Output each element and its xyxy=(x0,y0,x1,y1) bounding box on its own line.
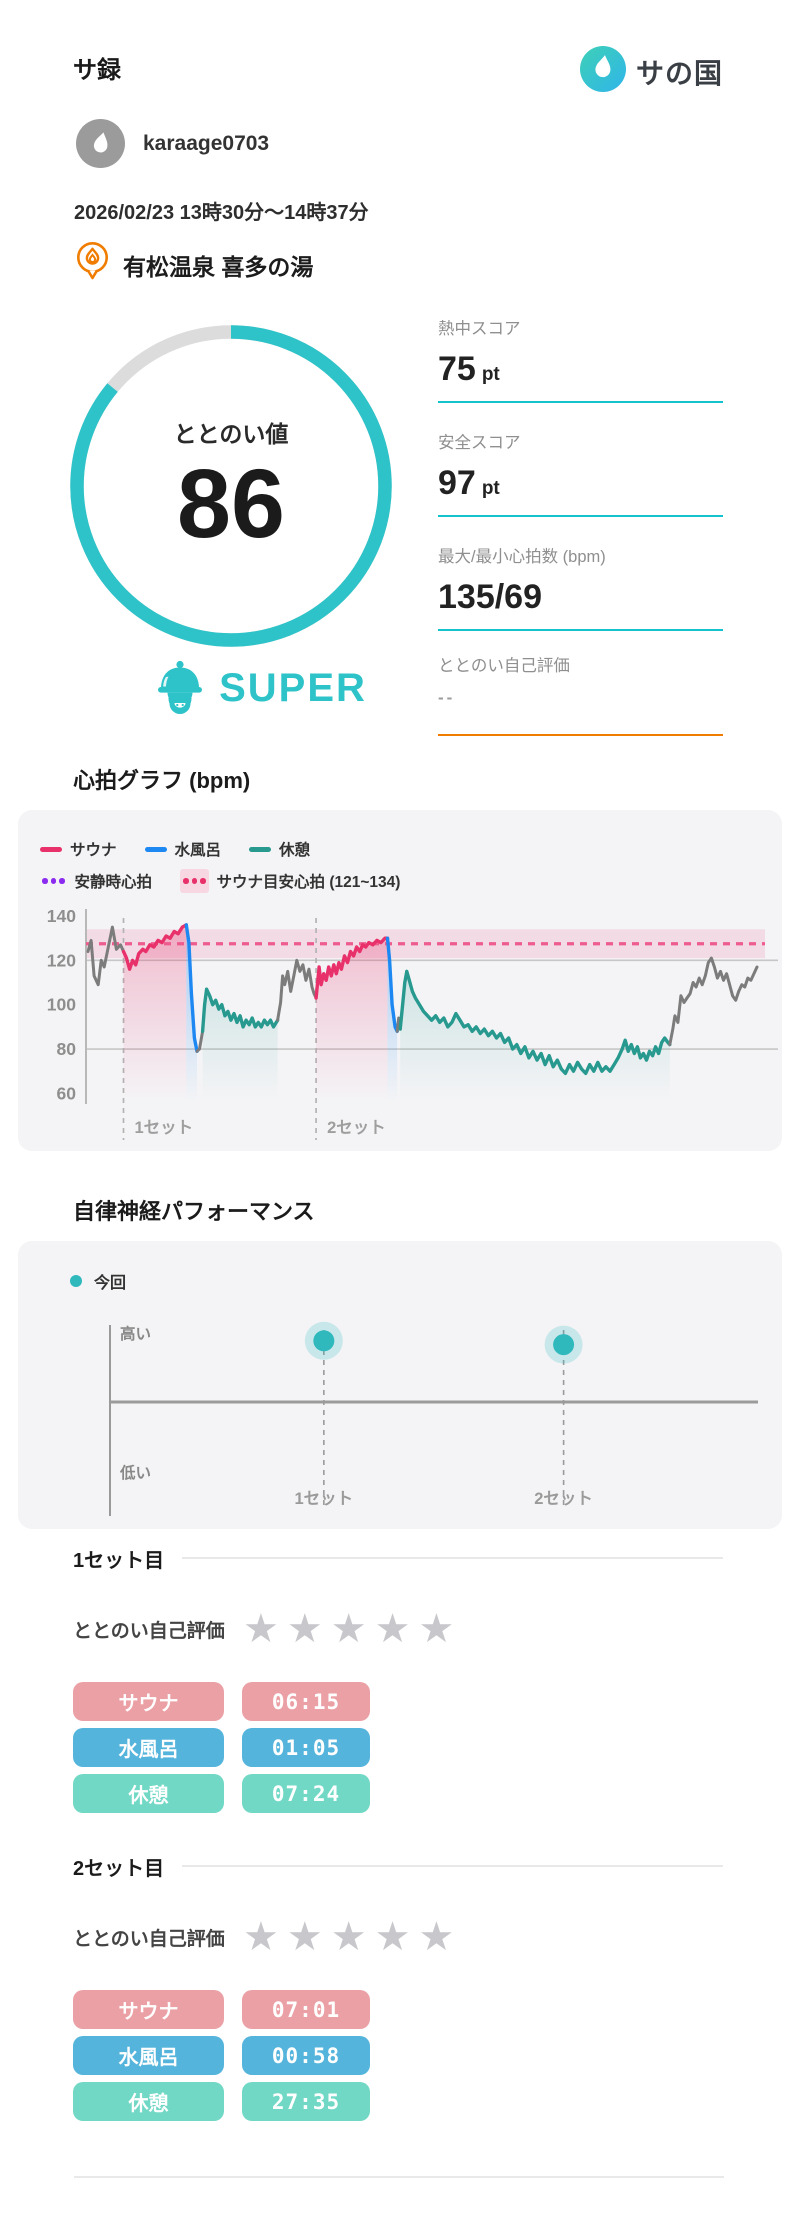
stat-value: 97 xyxy=(438,464,476,502)
phase-label-pill: 休憩 xyxy=(73,1774,224,1813)
user-row[interactable]: karaage0703 xyxy=(76,119,269,168)
svg-text:60: 60 xyxy=(57,1083,77,1103)
svg-text:低い: 低い xyxy=(119,1463,151,1482)
legend-label: サウナ xyxy=(70,842,117,859)
svg-text:1セット: 1セット xyxy=(294,1490,353,1508)
phase-time-pill: 27:35 xyxy=(242,2082,370,2121)
phase-label-pill: サウナ xyxy=(73,1682,224,1721)
gauge-value: 86 xyxy=(177,449,285,558)
water-drop-logo-icon xyxy=(579,46,626,97)
bottom-divider xyxy=(74,2176,724,2178)
phase-time-row: 休憩 27:35 xyxy=(73,2082,723,2121)
user-name: karaage0703 xyxy=(143,131,270,155)
legend-dots-swatch-icon xyxy=(180,869,209,893)
phase-time-pill: 06:15 xyxy=(242,1682,370,1721)
set-block-2: 2セット目ととのい自己評価 ★★★★★ サウナ 07:01 水風呂 00:58 休憩 27:3… xyxy=(73,1848,723,2121)
hr-section-title: 心拍グラフ (bpm) xyxy=(73,768,251,793)
self-rating-label: ととのい自己評価 xyxy=(73,1928,225,1950)
legend-label: 安静時心拍 xyxy=(74,873,153,891)
legend-item: 休憩 xyxy=(249,838,310,860)
page-title: サ録 xyxy=(73,57,121,84)
set-title-divider xyxy=(182,1557,723,1559)
stat-row: 熱中スコア 75 pt xyxy=(438,315,723,403)
set-title-divider xyxy=(182,1865,723,1867)
legend-label: サウナ目安心拍 (121~134) xyxy=(216,873,401,891)
gauge-label: ととのい値 xyxy=(173,421,289,447)
stat-label: ととのい自己評価 xyxy=(438,657,570,675)
phase-time-pill: 07:01 xyxy=(242,1990,370,2029)
stat-row: 最大/最小心拍数 (bpm) 135/69 xyxy=(438,543,723,631)
legend-item: 安静時心拍 xyxy=(40,870,152,892)
phase-time-row: 休憩 07:24 xyxy=(73,1774,723,1813)
svg-text:140: 140 xyxy=(47,906,76,926)
totonoi-gauge: ととのい値 86 xyxy=(68,323,394,649)
star-rating[interactable]: ★★★★★ xyxy=(243,1915,463,1959)
rating-text: SUPER xyxy=(219,666,367,710)
svg-text:100: 100 xyxy=(47,995,76,1015)
flame-pin-icon xyxy=(74,240,111,290)
avatar xyxy=(76,119,125,168)
hr-chart-legend: サウナ 水風呂 休憩安静時心拍 サウナ目安心拍 (121~134) xyxy=(40,838,400,893)
stat-row: ととのい自己評価 -- xyxy=(438,652,723,736)
legend-item: 水風呂 xyxy=(144,838,222,860)
svg-text:2セット: 2セット xyxy=(327,1119,386,1137)
phase-time-pill: 01:05 xyxy=(242,1728,370,1767)
stat-value: 75 xyxy=(438,350,476,388)
legend-item: サウナ xyxy=(40,838,117,860)
legend-label: 休憩 xyxy=(279,842,311,859)
legend-line-swatch-icon xyxy=(144,846,167,852)
session-datetime: 2026/02/23 13時30分〜14時37分 xyxy=(74,202,369,224)
legend-label: 水風呂 xyxy=(174,842,222,859)
autonomic-card: 今回 高い低い 1セット 2セット xyxy=(18,1241,782,1529)
phase-time-pill: 07:24 xyxy=(242,1774,370,1813)
legend-item: サウナ目安心拍 (121~134) xyxy=(180,869,400,893)
venue-row: 有松温泉 喜多の湯 xyxy=(74,240,313,290)
stat-row: 安全スコア 97 pt xyxy=(438,429,723,517)
venue-name: 有松温泉 喜多の湯 xyxy=(123,254,314,280)
phase-time-row: サウナ 06:15 xyxy=(73,1682,723,1721)
stat-unit: pt xyxy=(481,364,500,385)
phase-time-row: サウナ 07:01 xyxy=(73,1990,723,2029)
service-logo[interactable]: サの国 xyxy=(579,46,723,97)
sauna-hat-icon xyxy=(153,658,207,719)
legend-line-swatch-icon xyxy=(40,846,62,852)
svg-text:80: 80 xyxy=(57,1039,77,1059)
svg-text:2セット: 2セット xyxy=(534,1490,593,1508)
star-rating[interactable]: ★★★★★ xyxy=(243,1607,463,1651)
heart-rate-chart: 140 120 100 80 60 1セット 2セット xyxy=(47,906,778,1140)
stat-label: 安全スコア xyxy=(438,434,521,452)
phase-label-pill: 休憩 xyxy=(73,2082,224,2121)
legend-line-swatch-icon xyxy=(249,846,272,852)
phase-label-pill: 水風呂 xyxy=(73,2036,224,2075)
stat-label: 熱中スコア xyxy=(438,320,521,338)
legend-dots-swatch-icon xyxy=(40,876,67,886)
legend-dot-icon xyxy=(70,1275,82,1287)
set-block-1: 1セット目ととのい自己評価 ★★★★★ サウナ 06:15 水風呂 01:05 休憩 07:2… xyxy=(73,1540,723,1813)
phase-time-row: 水風呂 00:58 xyxy=(73,2036,723,2075)
svg-text:1セット: 1セット xyxy=(135,1119,194,1137)
set-title: 1セット目 xyxy=(73,1549,165,1572)
phase-label-pill: サウナ xyxy=(73,1990,224,2029)
phase-time-row: 水風呂 01:05 xyxy=(73,1728,723,1767)
stat-label: 最大/最小心拍数 (bpm) xyxy=(438,548,606,566)
svg-text:120: 120 xyxy=(47,950,76,970)
phase-time-pill: 00:58 xyxy=(242,2036,370,2075)
stat-value: -- xyxy=(438,688,456,707)
heart-rate-card: サウナ 水風呂 休憩安静時心拍 サウナ目安心拍 (121~134) 140 120 100… xyxy=(18,810,782,1151)
auto-section-title: 自律神経パフォーマンス xyxy=(73,1199,315,1224)
rating-row: SUPER xyxy=(100,658,420,719)
logo-wordmark: サの国 xyxy=(635,57,723,89)
stat-value: 135/69 xyxy=(438,578,542,616)
auto-legend: 今回 xyxy=(70,1269,126,1293)
self-rating-label: ととのい自己評価 xyxy=(73,1620,225,1642)
phase-label-pill: 水風呂 xyxy=(73,1728,224,1767)
auto-legend-label: 今回 xyxy=(94,1275,127,1292)
set-title: 2セット目 xyxy=(73,1857,165,1880)
stat-unit: pt xyxy=(481,478,500,499)
svg-text:高い: 高い xyxy=(120,1324,151,1343)
